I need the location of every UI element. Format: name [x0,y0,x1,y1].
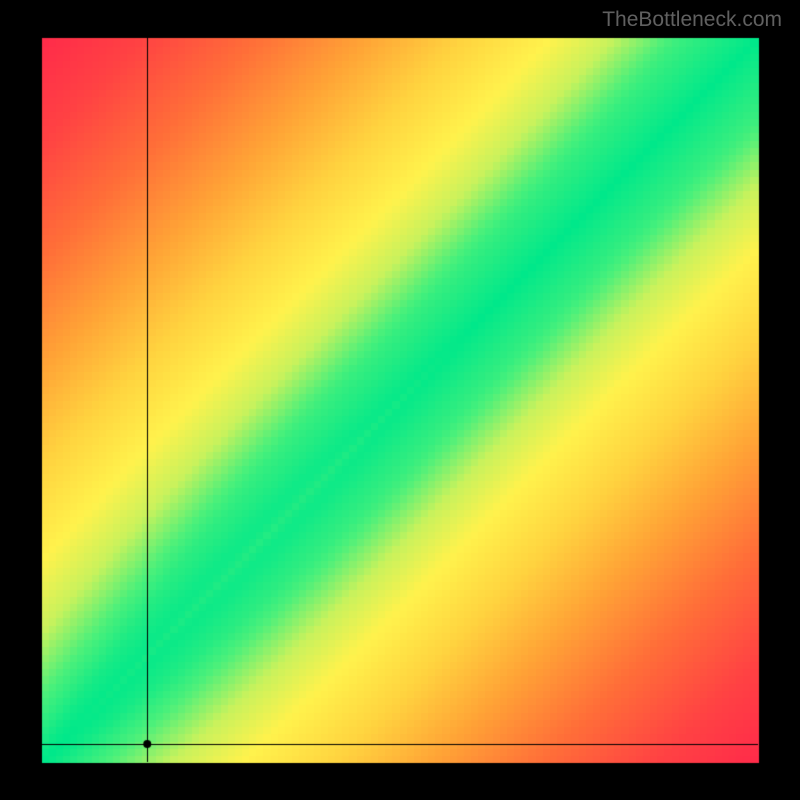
bottleneck-heatmap [0,0,800,800]
watermark-text: TheBottleneck.com [602,8,782,32]
